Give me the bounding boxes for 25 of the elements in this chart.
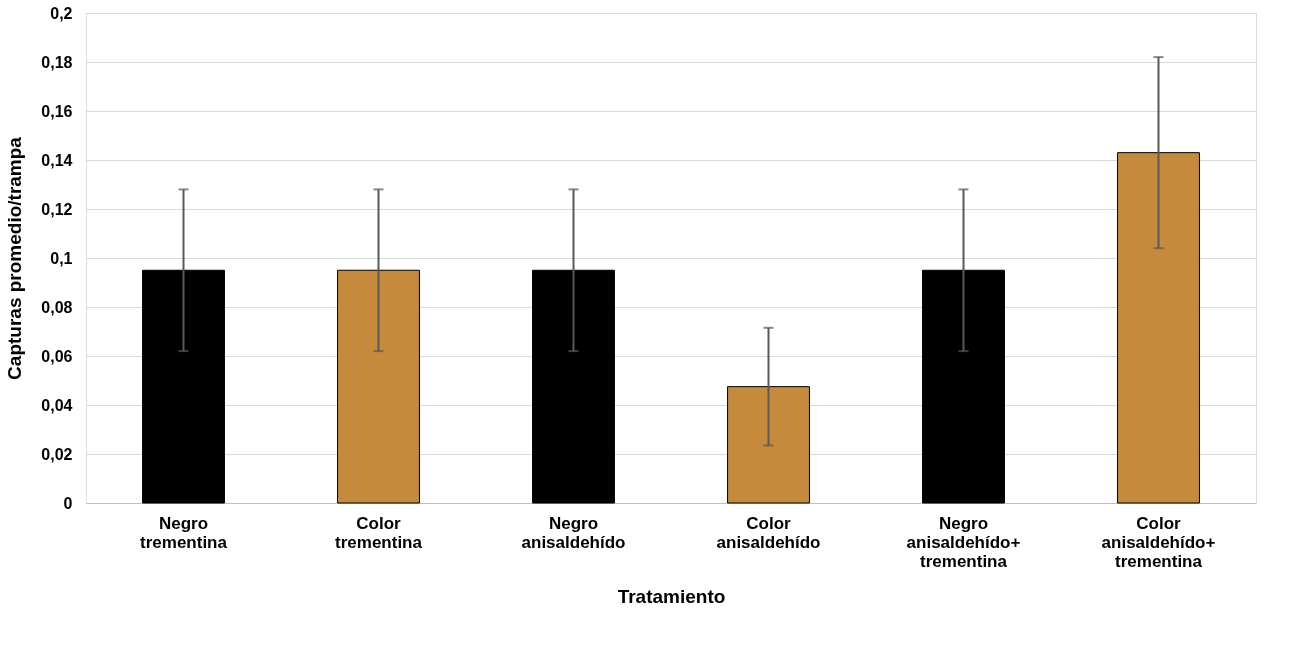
bar — [142, 269, 225, 504]
y-tick-label: 0,02 — [41, 445, 73, 463]
x-tick-label: Color anisaldehído — [716, 513, 821, 552]
y-tick-label: 0,18 — [41, 53, 73, 71]
x-tick-label: Negro anisaldehído+ trementina — [906, 513, 1021, 571]
y-tick-label: 0,1 — [50, 249, 73, 267]
y-tick-label: 0 — [63, 494, 73, 512]
bar — [1117, 152, 1200, 504]
x-axis-title: Tratamiento — [617, 585, 726, 607]
y-tick-label: 0,08 — [41, 298, 73, 316]
x-tick-label: Negro trementina — [140, 513, 228, 552]
y-tick-label: 0,2 — [50, 4, 73, 22]
x-tick-label: Negro anisaldehído — [521, 513, 626, 552]
y-tick-label: 0,06 — [41, 347, 73, 365]
bar — [532, 269, 615, 504]
bar — [922, 269, 1005, 504]
bar — [727, 386, 810, 504]
y-axis-title: Capturas promedio/trampa — [4, 136, 26, 380]
y-tick-label: 0,12 — [41, 200, 73, 218]
y-tick-label: 0,16 — [41, 102, 73, 120]
x-tick-label: Color anisaldehído+ trementina — [1101, 513, 1216, 571]
bar — [337, 269, 420, 504]
y-tick-label: 0,14 — [41, 151, 73, 169]
x-tick-label: Color trementina — [335, 513, 423, 552]
y-tick-label: 0,04 — [41, 396, 73, 414]
